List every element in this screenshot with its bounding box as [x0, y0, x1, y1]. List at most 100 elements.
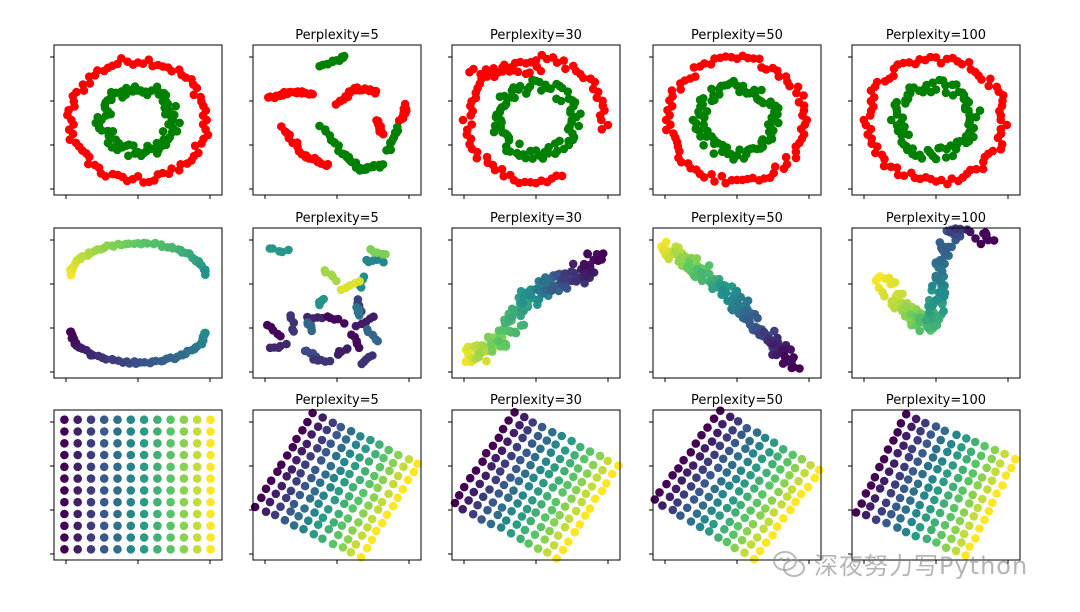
data-point [677, 476, 687, 485]
data-point [546, 448, 556, 458]
data-point [984, 81, 993, 91]
data-point [510, 327, 520, 337]
data-point [206, 533, 215, 542]
data-point [113, 439, 122, 448]
data-point [528, 496, 537, 505]
data-point [282, 451, 292, 460]
data-point [536, 444, 545, 454]
data-point [515, 139, 524, 149]
data-point [350, 461, 360, 471]
data-point [336, 422, 346, 432]
data-point [899, 484, 909, 494]
data-point [547, 505, 557, 515]
data-point [961, 551, 970, 560]
data-point [710, 484, 719, 494]
data-point [323, 505, 333, 514]
data-point [941, 81, 950, 90]
data-point [60, 509, 69, 519]
data-point [153, 533, 162, 542]
data-point [559, 144, 569, 154]
data-point [886, 115, 896, 125]
data-point [707, 84, 716, 94]
data-point [468, 509, 478, 519]
data-point [762, 468, 771, 478]
data-point [761, 538, 771, 547]
data-point [964, 499, 974, 508]
data-point [308, 408, 317, 418]
data-point [78, 80, 88, 89]
data-point [987, 454, 996, 464]
data-point [73, 521, 82, 531]
subplot-2-4: Perplexity=100 [848, 393, 1021, 564]
data-point [369, 493, 379, 502]
data-point [676, 511, 685, 520]
data-point [722, 503, 732, 513]
data-point [139, 509, 149, 519]
data-point [179, 509, 189, 519]
data-point [261, 507, 271, 516]
data-point [700, 59, 709, 68]
data-point [166, 533, 175, 542]
subplot-1-1: Perplexity=5 [249, 211, 422, 382]
data-point [73, 497, 82, 507]
data-point [928, 475, 937, 484]
axes-frame [851, 44, 1021, 196]
data-point [325, 356, 335, 366]
data-point [308, 89, 318, 99]
data-point [937, 530, 946, 540]
data-point [336, 466, 345, 476]
data-point [139, 533, 149, 542]
data-point [700, 515, 709, 524]
data-point [555, 454, 565, 464]
data-point [192, 83, 202, 93]
data-point [789, 353, 798, 362]
axes-frame [851, 409, 1021, 561]
data-point [363, 523, 372, 532]
data-point [922, 534, 932, 544]
data-point [533, 544, 543, 553]
data-point [875, 484, 885, 493]
data-point [321, 447, 331, 457]
data-point [488, 498, 498, 507]
data-point [710, 177, 719, 186]
data-point [976, 239, 986, 249]
data-point [328, 418, 338, 428]
data-point [86, 545, 96, 554]
data-point [469, 487, 479, 497]
data-point [552, 554, 561, 563]
data-point [996, 111, 1006, 120]
data-point [510, 93, 519, 103]
data-point [548, 427, 557, 437]
data-point [495, 467, 505, 476]
data-point [968, 490, 977, 500]
subplot-title: Perplexity=30 [490, 28, 582, 43]
data-point [881, 498, 891, 508]
data-point [206, 509, 215, 519]
data-point [893, 448, 902, 458]
data-point [179, 521, 189, 531]
data-point [708, 284, 717, 294]
data-point [560, 522, 570, 532]
data-point [60, 427, 69, 436]
data-point [318, 413, 328, 422]
data-point [557, 431, 566, 441]
data-point [598, 465, 607, 475]
data-point [768, 531, 777, 540]
data-point [166, 462, 175, 472]
data-point [975, 106, 985, 115]
data-point [153, 462, 162, 472]
data-point [471, 466, 481, 475]
data-point [704, 261, 714, 270]
data-point [364, 457, 374, 466]
data-point [980, 515, 989, 525]
data-point [928, 281, 937, 291]
data-point [886, 488, 896, 498]
data-point [337, 521, 347, 530]
data-point [984, 506, 994, 516]
data-point [113, 415, 122, 425]
data-point [409, 467, 419, 477]
data-point [741, 306, 750, 316]
data-point [907, 517, 916, 527]
data-point [781, 152, 791, 162]
data-point [276, 502, 285, 512]
